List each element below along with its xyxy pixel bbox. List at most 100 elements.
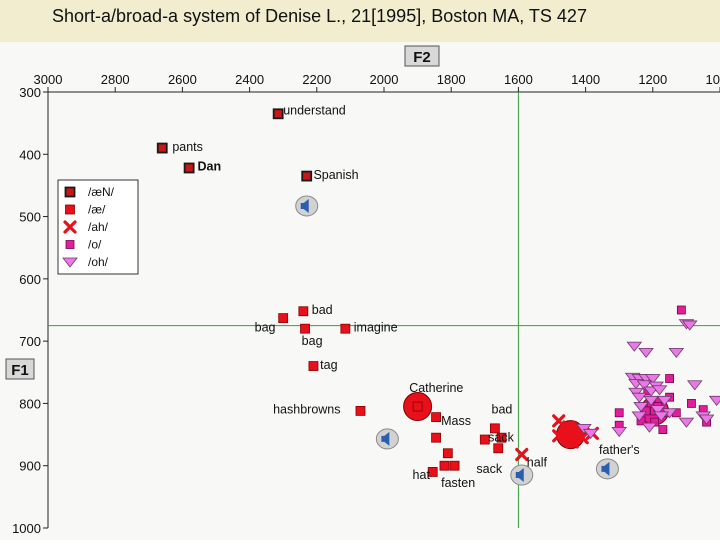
data-point-stroke [575,431,589,445]
data-point [156,142,168,154]
speaker-icon[interactable] [595,458,619,480]
data-point [552,429,566,443]
data-point [614,408,624,418]
data-point [562,420,576,434]
y-tick-label: 500 [19,210,41,225]
data-point [641,422,658,433]
data-point [552,414,566,428]
legend-marker [62,257,78,268]
data-point [631,411,648,422]
legend-label: /oh/ [88,255,109,269]
data-point [515,447,529,462]
word-label: Catherine [409,381,463,395]
data-point [308,361,319,371]
formant-chart: 3000 2800 2600 2400 2200 2000 1800 1600 1400 1200… [5,45,720,536]
legend-marker [63,220,77,234]
data-point [496,432,507,443]
word-label: father's [599,443,640,457]
x-tick-label: 2800 [101,72,130,87]
data-point [427,467,438,477]
x-axis-label: F2 [413,49,431,66]
data-point [431,412,441,423]
title-bar: Short-a/broad-a system of Denise L., 21[… [0,0,720,42]
page-title: Short-a/broad-a system of Denise L., 21[… [52,6,587,26]
speaker-icon-body [300,198,309,213]
x-tick-label: 3000 [34,72,63,87]
data-point [628,387,644,398]
data-point [676,305,686,315]
speaker-icon[interactable] [295,195,319,217]
data-point [644,374,661,385]
x-tick-label: 1600 [504,72,533,87]
data-point [493,443,504,454]
reference-lines-layer [48,92,720,528]
data-point [442,448,453,459]
word-label: pants [172,140,203,154]
data-point [656,395,673,406]
data-point [638,347,654,359]
data-point [626,341,643,352]
data-point [439,460,450,471]
x-tick-label: 1800 [437,72,466,87]
speaker-icon[interactable] [375,428,399,450]
word-label: hashbrowns [273,403,340,417]
data-point-stroke [515,447,529,462]
y-axis-label: F1 [11,362,29,379]
data-point [576,423,592,434]
data-point-stroke [565,435,579,449]
word-label: Spanish [313,168,358,182]
data-point [611,427,628,438]
word-label: Mass [441,414,471,428]
data-point [183,162,195,174]
data-point [643,386,659,397]
data-point [643,395,659,406]
data-point [686,380,703,391]
data-point [668,347,685,359]
data-point-stroke [552,414,566,428]
y-tick-label: 800 [19,396,41,411]
data-point [681,320,698,331]
data-point [565,435,579,449]
data-point [431,432,441,443]
legend-marker-stroke [63,220,77,234]
data-point [653,411,670,422]
speaker-icon-body [515,468,524,483]
word-label: bad [492,403,513,417]
x-tick-label: 1400 [571,72,600,87]
data-point-stroke [552,429,566,443]
data-point [575,431,589,445]
speaker-icon[interactable] [510,464,534,486]
word-label: hat [413,468,431,482]
legend-label: /æN/ [88,185,115,199]
legend-label: /o/ [88,238,102,252]
legend-marker [65,240,75,249]
data-point [665,374,674,383]
data-point [449,460,460,471]
data-point [708,395,720,406]
data-point [641,406,651,416]
x-tick-label: 2000 [370,72,399,87]
legend: /æN/ /æ/ /ah/ /o/ /oh/ [57,179,139,275]
legend-marker [65,204,75,215]
data-point [650,405,666,416]
x-tick-label: 1200 [638,72,667,87]
word-label: sack [476,462,502,476]
word-label: half [527,456,548,470]
data-point [631,392,648,403]
mean-marker [412,401,423,412]
data-point [636,380,653,391]
data-point [272,108,284,120]
data-point-stroke [562,420,576,434]
data-point [687,399,696,408]
word-label: bag [302,334,323,348]
data-marks-layer [156,108,720,486]
speaker-icon-body [381,431,390,446]
word-label: understand [283,104,346,118]
data-point [633,402,649,413]
y-tick-label: 900 [19,459,41,474]
y-tick-label: 1000 [12,521,41,536]
data-point [355,406,366,416]
legend-label: /æ/ [88,203,106,217]
word-label: fasten [441,476,475,490]
data-point [698,414,715,425]
